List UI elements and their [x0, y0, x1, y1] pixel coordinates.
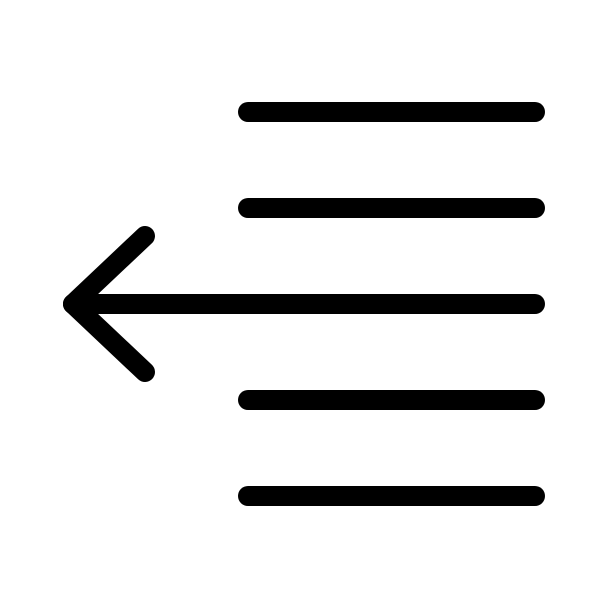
outdent-left-icon-svg — [0, 0, 600, 600]
outdent-left-icon — [0, 0, 600, 600]
